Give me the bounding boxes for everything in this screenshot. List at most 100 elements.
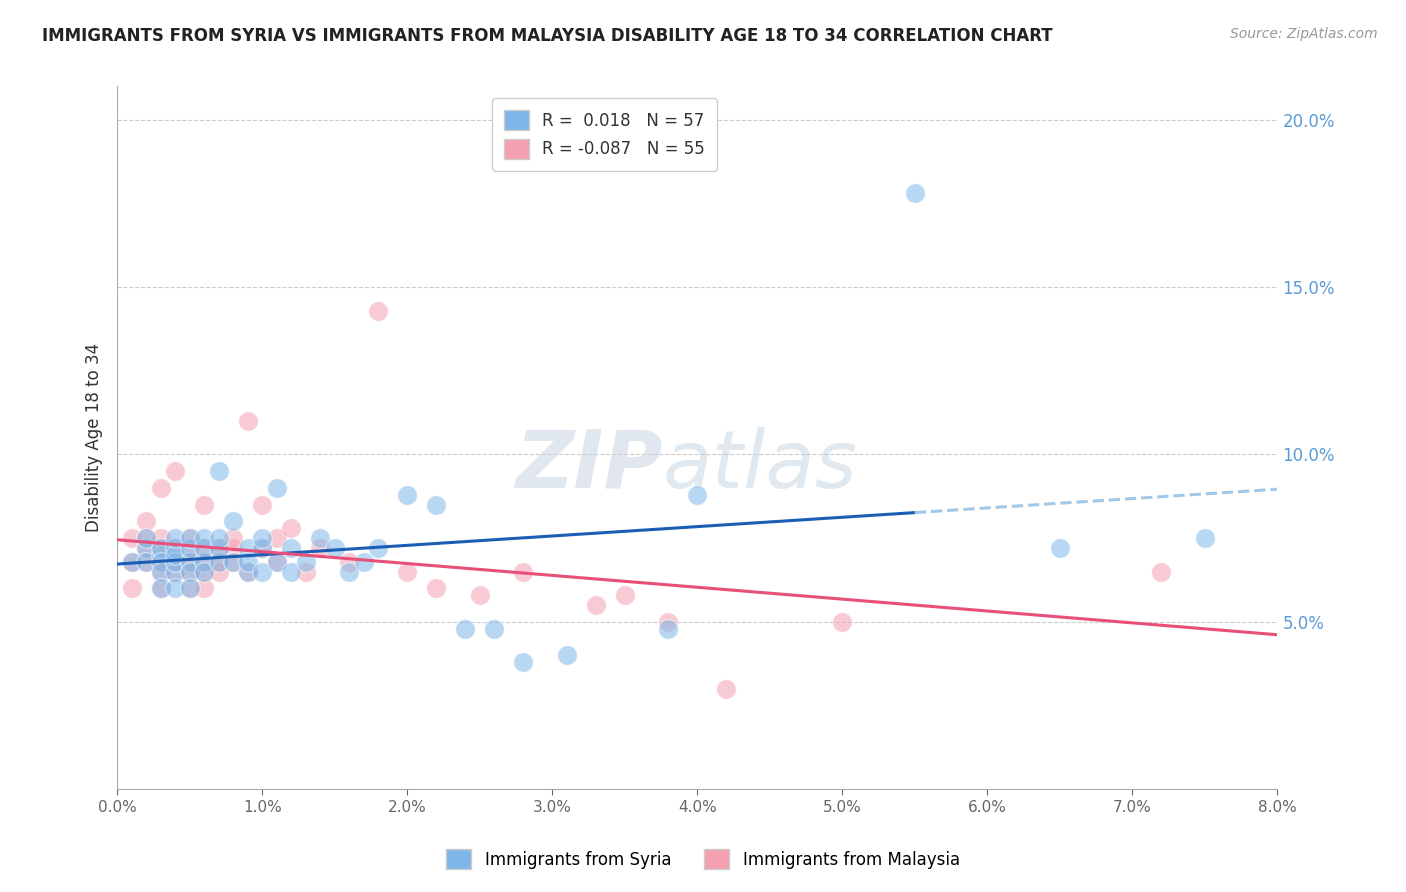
Point [208,555,231,569]
Point [425,582,447,596]
Point [337,565,360,579]
Point [149,541,172,556]
Point [193,565,215,579]
Point [323,541,346,556]
Point [179,531,201,545]
Point [193,555,215,569]
Point [280,521,302,535]
Point [208,531,231,545]
Point [280,565,302,579]
Point [484,622,506,636]
Text: ZIP: ZIP [515,427,662,505]
Point [396,565,419,579]
Point [135,541,157,556]
Point [121,582,143,596]
Text: atlas: atlas [662,427,858,505]
Point [309,531,332,545]
Point [222,555,245,569]
Point [236,555,259,569]
Text: IMMIGRANTS FROM SYRIA VS IMMIGRANTS FROM MALAYSIA DISABILITY AGE 18 TO 34 CORREL: IMMIGRANTS FROM SYRIA VS IMMIGRANTS FROM… [42,27,1053,45]
Point [121,531,143,545]
Point [585,598,607,612]
Point [250,541,273,556]
Point [179,541,201,556]
Point [294,565,316,579]
Point [1049,541,1071,556]
Point [165,565,187,579]
Point [135,541,157,556]
Text: Source: ZipAtlas.com: Source: ZipAtlas.com [1230,27,1378,41]
Point [193,565,215,579]
Point [149,555,172,569]
Point [165,555,187,569]
Point [657,615,679,629]
Point [165,565,187,579]
Point [266,531,288,545]
Point [208,464,231,478]
Point [121,555,143,569]
Point [135,555,157,569]
Point [165,582,187,596]
Point [193,555,215,569]
Point [193,498,215,512]
Point [208,555,231,569]
Point [165,541,187,556]
Point [135,531,157,545]
Point [149,565,172,579]
Point [236,565,259,579]
Point [149,541,172,556]
Point [337,555,360,569]
Point [468,588,491,602]
Point [266,555,288,569]
Point [512,565,534,579]
Legend: Immigrants from Syria, Immigrants from Malaysia: Immigrants from Syria, Immigrants from M… [436,838,970,880]
Point [236,541,259,556]
Point [353,555,375,569]
Point [250,531,273,545]
Point [280,541,302,556]
Point [165,541,187,556]
Point [266,481,288,495]
Point [135,515,157,529]
Point [454,622,477,636]
Point [165,548,187,562]
Point [904,186,927,201]
Point [367,541,389,556]
Point [294,555,316,569]
Point [179,565,201,579]
Point [149,582,172,596]
Legend: R =  0.018   N = 57, R = -0.087   N = 55: R = 0.018 N = 57, R = -0.087 N = 55 [492,98,717,170]
Point [149,481,172,495]
Point [149,582,172,596]
Point [222,515,245,529]
Point [236,414,259,428]
Point [193,541,215,556]
Point [179,555,201,569]
Point [657,622,679,636]
Point [121,555,143,569]
Point [686,488,709,502]
Point [222,541,245,556]
Point [831,615,853,629]
Point [367,303,389,318]
Point [425,498,447,512]
Point [266,555,288,569]
Point [512,655,534,669]
Point [222,531,245,545]
Point [193,531,215,545]
Point [555,648,578,663]
Point [208,541,231,556]
Point [149,531,172,545]
Point [179,555,201,569]
Point [1150,565,1173,579]
Y-axis label: Disability Age 18 to 34: Disability Age 18 to 34 [86,343,103,533]
Point [193,541,215,556]
Point [165,531,187,545]
Point [149,565,172,579]
Point [135,555,157,569]
Point [179,582,201,596]
Point [309,541,332,556]
Point [250,565,273,579]
Point [222,555,245,569]
Point [165,464,187,478]
